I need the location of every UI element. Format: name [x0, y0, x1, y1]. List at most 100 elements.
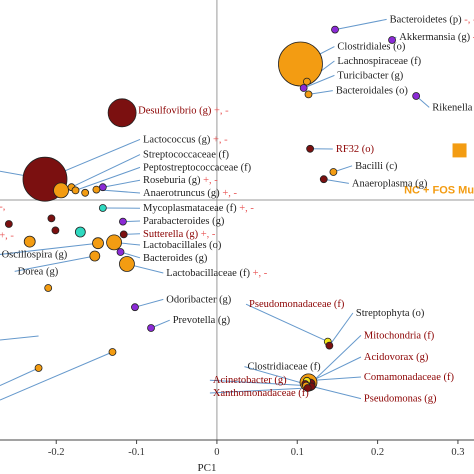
point-label: Clostridiaceae (f) — [247, 362, 321, 373]
data-point — [92, 237, 104, 250]
point-label: Pseudomonadaceae (f) — [249, 299, 345, 310]
data-point — [319, 175, 328, 184]
significance-suffix: +, - — [198, 229, 216, 240]
leader-line — [134, 298, 164, 308]
point-label: Streptococcaceae (f) — [143, 150, 229, 161]
leader-line — [14, 255, 95, 272]
point-labels: NC + FOS Muco Bacteroidetes (p) -, - Akker… — [0, 14, 474, 404]
leader-line — [334, 18, 387, 31]
significance-suffix: +, - — [250, 268, 268, 279]
data-point — [81, 188, 90, 197]
data-point — [116, 248, 125, 256]
point-label: Dorea (g) — [18, 266, 59, 277]
point-label: Clostridiales (o) — [337, 42, 405, 53]
data-point — [325, 341, 334, 350]
x-axis-label: PC1 — [198, 462, 217, 474]
significance-suffix: -, + — [470, 32, 474, 43]
data-point — [51, 226, 60, 235]
data-point — [147, 324, 155, 332]
point-label: Odoribacter (g) — [166, 294, 232, 305]
leader-line — [102, 179, 141, 188]
significance-suffix: +, - — [237, 203, 255, 214]
data-point — [98, 204, 107, 212]
point-label: Sutterella (g) +, - — [143, 229, 216, 240]
x-tick-label: -0.2 — [48, 447, 65, 458]
point-label: Oscillospira (g) — [2, 250, 68, 261]
data-point — [412, 92, 421, 100]
data-point — [131, 303, 139, 312]
data-point — [23, 235, 36, 248]
point-label: Bacteroidetes (p) -, - — [390, 14, 474, 25]
data-point — [302, 77, 311, 86]
point-label: Bacteroidales (o) — [336, 86, 409, 97]
x-tick-label: 0 — [214, 447, 219, 458]
leader-line — [245, 303, 328, 343]
point-label: Mycoplasmataceae (f) +, - — [143, 203, 254, 214]
point-label: Lachnospiraceae (f) — [337, 56, 421, 67]
point-label: RF32 (o) — [336, 144, 375, 155]
point-label: Anaerotruncus (g) +, - — [143, 188, 237, 199]
leader-line — [311, 385, 362, 400]
significance-suffix: +, - — [211, 106, 229, 117]
data-point — [278, 41, 323, 87]
nc-fos-muco-marker — [452, 143, 467, 158]
point-label: Pseudomonas (g) — [364, 394, 437, 405]
point-label: Turicibacter (g) — [337, 70, 403, 81]
significance-suffix: +, - — [210, 134, 228, 145]
data-point — [119, 256, 135, 272]
data-point — [92, 185, 101, 194]
x-tick-label: 0.1 — [291, 447, 304, 458]
leader-line — [244, 366, 306, 385]
data-point — [44, 284, 53, 292]
data-point — [331, 25, 339, 34]
point-label: Roseburia (g) +, - — [143, 175, 218, 186]
data-point — [74, 226, 86, 238]
point-label: Comamonadaceae (f) — [364, 372, 455, 383]
point-label: Desulfovibrio (g) +, - — [138, 106, 229, 117]
nc-fos-muco-label: NC + FOS Muco — [404, 185, 474, 197]
data-point — [4, 220, 13, 228]
point-label: Bacteroides (g) — [143, 253, 208, 264]
data-point — [306, 144, 315, 153]
leader-line — [0, 335, 39, 341]
point-label: Acidovorax (g) — [364, 352, 429, 363]
point-label: Peptostreptococcaceae (f) — [143, 162, 252, 173]
data-point — [71, 186, 80, 195]
data-point — [106, 234, 122, 251]
leader-line — [323, 178, 349, 184]
leader-line — [71, 154, 141, 188]
data-point — [299, 84, 308, 92]
data-point — [303, 384, 312, 392]
point-label: Lactococcus (g) +, - — [143, 134, 228, 145]
x-tick-label: 0.2 — [371, 447, 384, 458]
data-point — [34, 364, 43, 372]
x-tick-label: -0.1 — [128, 447, 145, 458]
point-label: Rikenella (g) +, - — [432, 102, 474, 113]
significance-suffix: +, - — [220, 188, 238, 199]
data-point — [388, 36, 396, 44]
point-label: Acinetobacter (g) — [213, 375, 287, 386]
point-label: Lactobacillales (o) — [143, 240, 222, 251]
data-point — [47, 214, 56, 223]
data-point — [304, 90, 313, 99]
leader-line — [303, 74, 335, 89]
point-label: Anaeroplasma (g) — [352, 178, 428, 189]
point-label: Xanthomonadaceae (f) — [213, 388, 309, 399]
edge-label-fragment: +, - — [0, 230, 14, 241]
leader-line — [328, 312, 354, 346]
data-point — [107, 98, 137, 128]
x-tick-label: 0.3 — [451, 447, 464, 458]
leader-line — [309, 335, 362, 385]
leader-line — [0, 242, 99, 255]
data-point — [108, 348, 117, 356]
axes: -0.2 -0.1 0 0.1 0.2 0.3 — [0, 0, 474, 458]
edge-label-fragment: -, — [0, 202, 5, 213]
data-point — [119, 217, 127, 226]
leader-line — [0, 351, 113, 401]
leader-line — [308, 356, 362, 383]
data-point — [119, 230, 128, 239]
point-label: Parabacteroides (g) — [143, 216, 225, 227]
point-label: Streptophyta (o) — [356, 308, 425, 319]
point-label: Akkermansia (g) -, + — [399, 32, 474, 43]
